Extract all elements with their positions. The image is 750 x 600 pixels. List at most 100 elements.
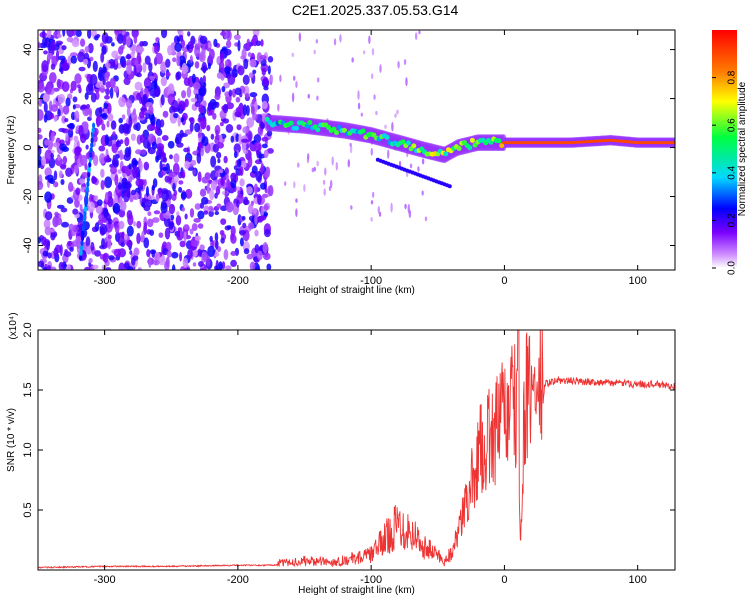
streak-point — [83, 205, 88, 212]
noise-blob — [150, 114, 156, 126]
noise-blob — [153, 251, 161, 261]
x-axis-label: Height of straight line (km) — [298, 585, 415, 596]
noise-blob — [173, 189, 178, 197]
noise-blob — [223, 249, 229, 261]
noise-blob — [164, 175, 170, 183]
noise-blob — [189, 208, 195, 218]
noise-blob — [48, 72, 57, 84]
noise-blob — [155, 52, 163, 65]
noise-blob — [140, 149, 147, 156]
noise-blob — [41, 30, 46, 39]
noise-blob — [52, 142, 60, 148]
noise-blob — [250, 105, 255, 115]
noise-blob — [38, 82, 45, 93]
noise-blob — [213, 38, 218, 48]
noise-blob — [190, 238, 195, 247]
noise-blob — [178, 186, 183, 193]
noise-blob — [71, 30, 77, 36]
noise-blob — [208, 205, 214, 211]
noise-blob — [115, 140, 122, 148]
noise-blob — [167, 83, 175, 96]
noise-blob — [261, 143, 268, 149]
noise-blob — [79, 154, 88, 166]
noise-blob — [245, 104, 250, 117]
noise-blob — [97, 219, 104, 226]
noise-blob — [240, 55, 246, 60]
noise-blob — [110, 120, 117, 130]
noise-blob — [347, 159, 350, 168]
noise-blob — [150, 81, 158, 90]
noise-blob — [207, 42, 212, 49]
noise-blob — [126, 225, 134, 237]
noise-blob — [126, 64, 132, 75]
noise-blob — [147, 195, 156, 201]
noise-blob — [214, 93, 221, 101]
noise-blob — [103, 102, 109, 109]
streak-point — [85, 191, 89, 198]
noise-blob — [152, 259, 160, 266]
noise-blob — [170, 214, 175, 221]
noise-blob — [101, 32, 109, 44]
noise-blob — [111, 42, 115, 47]
noise-blob — [38, 109, 44, 121]
streak-point — [84, 195, 89, 202]
noise-blob — [194, 61, 200, 69]
noise-blob — [67, 240, 72, 247]
y-tick-label: -40 — [22, 238, 34, 254]
noise-blob — [198, 260, 204, 268]
noise-blob — [279, 74, 282, 83]
noise-blob — [66, 263, 71, 270]
noise-blob — [230, 259, 237, 268]
noise-blob — [225, 40, 232, 49]
noise-blob — [135, 178, 144, 187]
noise-blob — [199, 188, 207, 197]
noise-blob — [201, 176, 209, 184]
noise-blob — [216, 142, 225, 149]
streak-point — [86, 181, 90, 188]
noise-blob — [112, 202, 121, 214]
noise-blob — [161, 190, 169, 202]
noise-blob — [132, 221, 137, 227]
noise-blob — [50, 63, 56, 70]
noise-blob — [133, 33, 138, 44]
noise-blob — [108, 255, 115, 261]
noise-blob — [98, 145, 106, 152]
ridge-point — [384, 134, 390, 140]
noise-blob — [207, 102, 212, 112]
noise-blob — [86, 103, 91, 110]
noise-blob — [106, 154, 110, 162]
noise-blob — [165, 58, 171, 68]
noise-blob — [191, 73, 196, 84]
noise-blob — [100, 179, 105, 190]
noise-blob — [255, 170, 263, 182]
noise-blob — [258, 151, 262, 163]
noise-blob — [43, 50, 48, 55]
snr-frame — [37, 329, 676, 571]
noise-blob — [42, 36, 48, 47]
ridge-point — [443, 151, 449, 157]
noise-blob — [80, 104, 88, 110]
streak-point — [85, 186, 89, 193]
noise-blob — [107, 113, 114, 122]
noise-blob — [349, 142, 352, 147]
noise-blob — [104, 62, 111, 68]
noise-blob — [384, 124, 387, 129]
noise-blob — [230, 225, 236, 237]
noise-blob — [144, 55, 151, 65]
noise-blob — [113, 160, 119, 168]
noise-blob — [357, 90, 360, 101]
noise-blob — [122, 123, 130, 134]
noise-blob — [233, 150, 238, 159]
noise-blob — [111, 143, 118, 154]
noise-blob — [183, 77, 191, 86]
noise-blob — [99, 153, 106, 165]
noise-blob — [167, 140, 175, 149]
noise-blob — [118, 262, 126, 270]
noise-blob — [260, 162, 265, 174]
noise-blob — [169, 154, 173, 160]
noise-blob — [50, 40, 56, 52]
noise-blob — [293, 75, 296, 81]
noise-blob — [128, 116, 133, 128]
noise-blob — [148, 62, 153, 72]
noise-blob — [207, 245, 216, 258]
